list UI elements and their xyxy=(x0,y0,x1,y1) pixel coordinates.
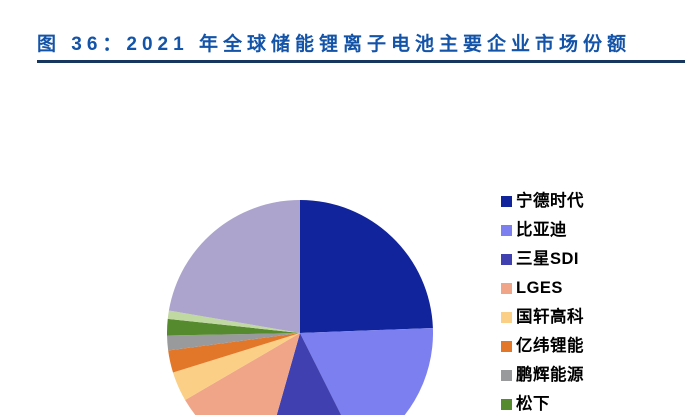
legend-label: 比亚迪 xyxy=(516,221,567,240)
legend-swatch-icon xyxy=(501,196,512,207)
pie-slice-国轩高科 xyxy=(173,333,300,400)
legend-label: 国轩高科 xyxy=(516,308,584,327)
legend-swatch-icon xyxy=(501,254,512,265)
legend-item-鹏辉能源: 鹏辉能源 xyxy=(501,361,584,390)
chart-legend: 宁德时代比亚迪三星SDILGES国轩高科亿纬锂能鹏辉能源松下派能科技其他 xyxy=(501,187,584,415)
legend-item-亿纬锂能: 亿纬锂能 xyxy=(501,332,584,361)
legend-label: 三星SDI xyxy=(516,250,580,269)
legend-item-三星SDI: 三星SDI xyxy=(501,245,584,274)
title-underline-rule xyxy=(37,60,685,63)
pie-slice-松下 xyxy=(167,318,300,336)
pie-slice-宁德时代 xyxy=(300,200,433,333)
pie-slice-其他 xyxy=(168,200,300,333)
pie-plot xyxy=(167,200,433,415)
legend-label: 宁德时代 xyxy=(516,192,584,211)
legend-label: 松下 xyxy=(516,395,550,414)
legend-label: LGES xyxy=(516,279,563,298)
figure-title: 图 36：2021 年全球储能锂离子电池主要企业市场份额 xyxy=(37,34,631,55)
legend-item-比亚迪: 比亚迪 xyxy=(501,216,584,245)
legend-label: 亿纬锂能 xyxy=(516,337,584,356)
pie-chart: 宁德时代比亚迪三星SDILGES国轩高科亿纬锂能鹏辉能源松下派能科技其他 xyxy=(0,80,687,415)
legend-item-宁德时代: 宁德时代 xyxy=(501,187,584,216)
pie-slice-LGES xyxy=(185,333,300,415)
legend-item-国轩高科: 国轩高科 xyxy=(501,303,584,332)
pie-slice-比亚迪 xyxy=(300,327,433,415)
legend-item-LGES: LGES xyxy=(501,274,584,303)
legend-swatch-icon xyxy=(501,225,512,236)
pie-slice-三星SDI xyxy=(276,333,342,415)
legend-swatch-icon xyxy=(501,341,512,352)
pie-slice-鹏辉能源 xyxy=(167,333,300,351)
legend-label: 鹏辉能源 xyxy=(516,366,584,385)
pie-slice-亿纬锂能 xyxy=(168,333,300,373)
legend-swatch-icon xyxy=(501,312,512,323)
legend-swatch-icon xyxy=(501,283,512,294)
legend-swatch-icon xyxy=(501,370,512,381)
legend-item-松下: 松下 xyxy=(501,390,584,415)
legend-swatch-icon xyxy=(501,399,512,410)
pie-slice-派能科技 xyxy=(167,310,300,333)
